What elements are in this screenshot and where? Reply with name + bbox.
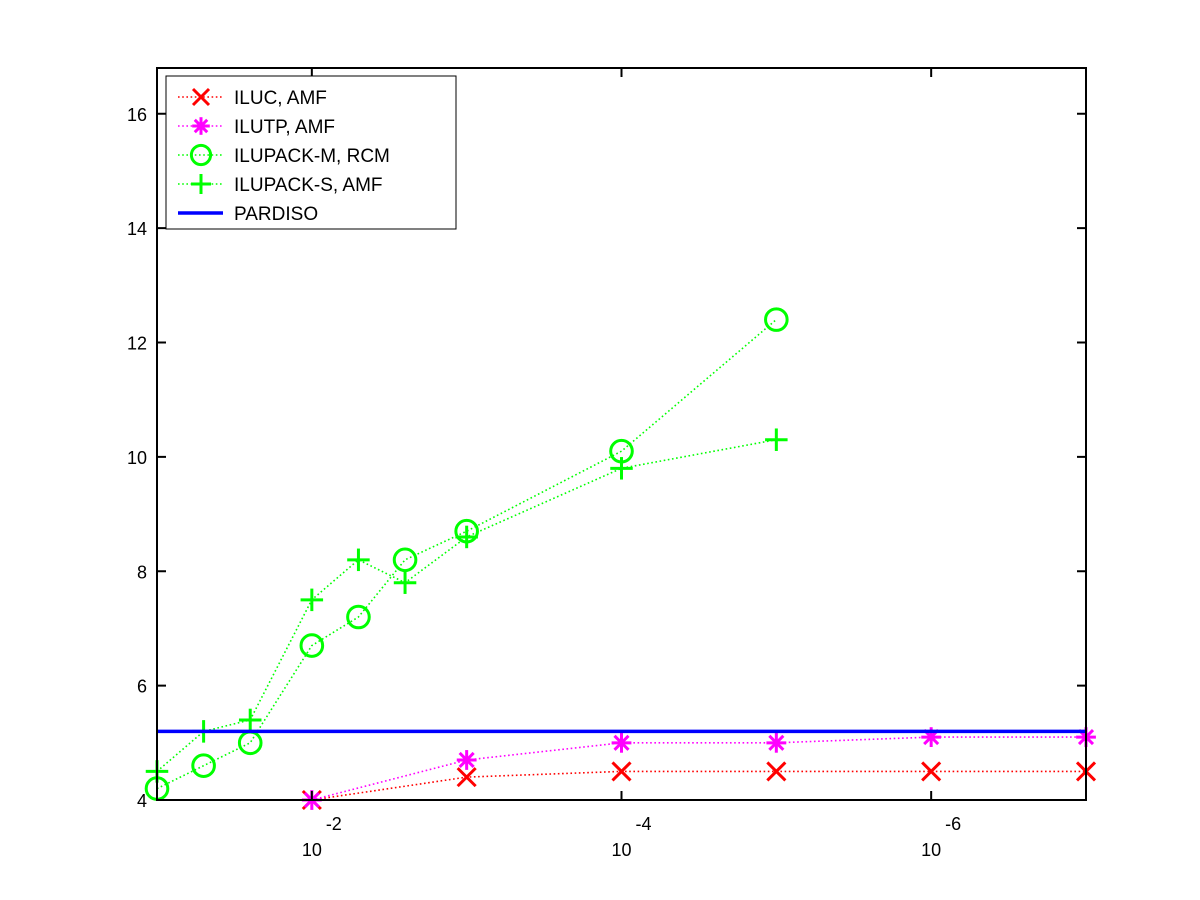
star-marker: [768, 734, 785, 751]
y-tick-label: 10: [127, 448, 147, 468]
y-tick-label: 12: [127, 334, 147, 354]
legend-label: ILUTP, AMF: [234, 117, 335, 138]
legend-item: ILUTP, AMF: [178, 117, 335, 138]
legend: ILUC, AMF ILUTP, AMF ILUPACK-M, RCM ILUPACK…: [165, 75, 457, 230]
legend-box: [165, 75, 457, 230]
circle-marker: [191, 753, 216, 778]
x-tick-label-exponent: -4: [635, 814, 651, 834]
legend-item: PARDISO: [178, 204, 318, 225]
legend-label: ILUPACK-S, AMF: [234, 175, 383, 196]
legend-item: ILUPACK-M, RCM: [178, 143, 390, 167]
x-marker: [191, 87, 211, 107]
legend-item: ILUC, AMF: [178, 87, 327, 109]
star-marker: [613, 734, 630, 751]
y-tick-label: 14: [127, 219, 147, 239]
legend-label: PARDISO: [234, 204, 318, 225]
legend-label: ILUPACK-M, RCM: [234, 146, 390, 167]
x-marker: [611, 761, 632, 782]
circle-marker: [189, 143, 213, 167]
x-tick-label-exponent: -2: [326, 814, 342, 834]
series-line: [156, 318, 777, 790]
y-tick-label: 4: [137, 791, 147, 811]
legend-label: ILUC, AMF: [234, 88, 327, 109]
circle-marker: [299, 633, 325, 658]
circle-marker: [764, 307, 789, 332]
star-marker: [458, 751, 475, 769]
x-tick-label-base: 10: [302, 840, 322, 860]
series-line: [311, 770, 1086, 801]
x-tick-label-base: 10: [921, 840, 941, 860]
series-line: [156, 438, 777, 773]
series-line: [311, 736, 1086, 801]
y-tick-label: 6: [137, 677, 147, 697]
x-marker: [921, 761, 942, 782]
circle-marker: [346, 604, 371, 630]
y-tick-label: 16: [127, 105, 147, 125]
x-tick-label-base: 10: [611, 840, 631, 860]
legend-item: ILUPACK-S, AMF: [178, 174, 383, 196]
star-marker: [193, 118, 209, 134]
y-tick-label: 8: [137, 562, 147, 582]
x-marker: [766, 761, 787, 782]
circle-marker: [392, 547, 418, 573]
x-tick-label-exponent: -6: [945, 814, 961, 834]
x-marker: [456, 767, 477, 788]
